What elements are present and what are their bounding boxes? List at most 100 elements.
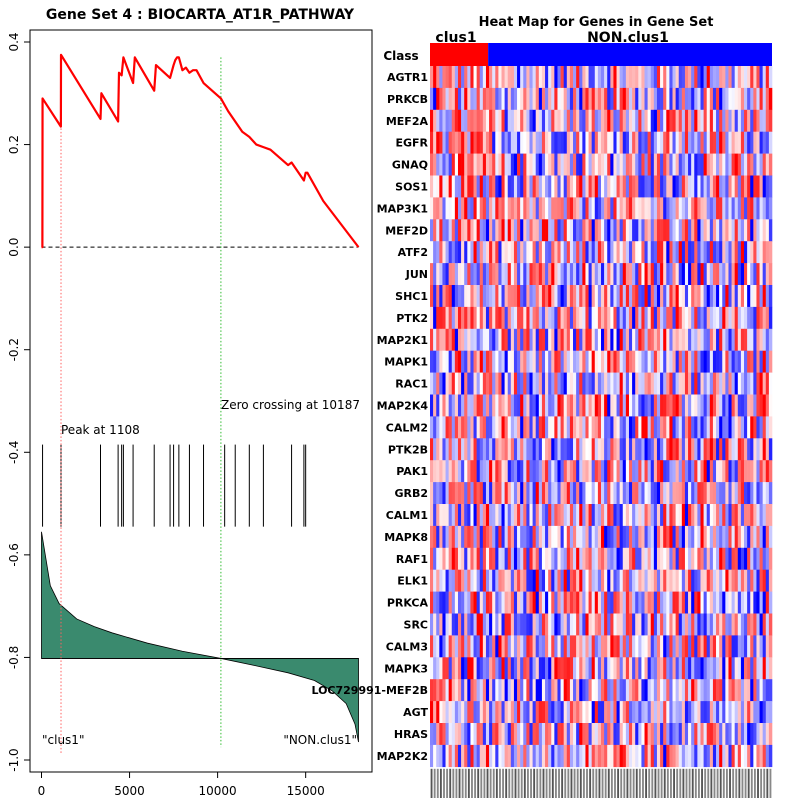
heatmap-cell: [681, 153, 686, 176]
heatmap-cell: [709, 416, 714, 439]
heatmap-cell: [504, 723, 509, 746]
heatmap-cell: [579, 701, 583, 724]
heatmap-cell: [744, 460, 748, 483]
heatmap-cell: [557, 613, 561, 636]
heatmap-cell: [569, 350, 574, 373]
heatmap-cell: [691, 306, 695, 330]
heatmap-cell: [433, 153, 437, 176]
heatmap-cell: [619, 482, 624, 505]
heatmap-cell: [684, 394, 689, 417]
heatmap-cell: [439, 613, 443, 636]
heatmap-cell: [520, 504, 524, 527]
heatmap-cell: [523, 87, 527, 111]
heatmap-cell: [566, 66, 571, 89]
heatmap-cell: [759, 197, 763, 220]
heatmap-cell: [535, 372, 540, 395]
heatmap-cell: [545, 460, 549, 483]
heatmap-cell: [688, 657, 692, 680]
heatmap-cell: [594, 701, 599, 724]
heatmap-cell: [492, 394, 496, 417]
heatmap-cell: [722, 219, 726, 242]
heatmap-cell: [576, 482, 580, 505]
heatmap-cell: [756, 263, 760, 286]
heatmap-cell: [744, 591, 748, 614]
heatmap-cell: [566, 416, 571, 439]
heatmap-cell: [641, 394, 645, 417]
heatmap-cell: [675, 66, 680, 89]
heatmap-cell: [579, 131, 583, 154]
heatmap-cell: [560, 131, 564, 154]
heatmap-cell: [681, 569, 686, 592]
heatmap-cell: [641, 416, 645, 439]
heatmap-cell: [573, 416, 577, 439]
heatmap-cell: [526, 591, 530, 614]
heatmap-cell: [660, 153, 664, 176]
heatmap-cell: [756, 679, 760, 702]
heatmap-cell: [560, 547, 564, 570]
heatmap-cell: [545, 744, 549, 768]
heatmap-cell: [585, 285, 589, 308]
heatmap-cell: [532, 219, 537, 242]
heatmap-cell: [560, 460, 564, 483]
heatmap-cell: [451, 679, 456, 702]
heatmap-cell: [560, 482, 564, 505]
heatmap-cell: [644, 66, 648, 89]
heatmap-cell: [479, 438, 484, 461]
heatmap-cell: [622, 482, 627, 505]
heatmap-cell: [672, 372, 676, 395]
heatmap-cell: [678, 109, 683, 132]
heatmap-cell: [675, 372, 680, 395]
heatmap-cell: [485, 547, 490, 570]
heatmap-cell: [750, 438, 754, 461]
heatmap-cell: [517, 547, 521, 570]
heatmap-cell: [433, 263, 437, 286]
heatmap-cell: [635, 66, 639, 89]
heatmap-cell: [635, 591, 639, 614]
heatmap-cell: [700, 635, 704, 658]
heatmap-cell: [635, 438, 639, 461]
heatmap-cell: [492, 438, 496, 461]
heatmap-cell: [597, 723, 602, 746]
heatmap-cell: [523, 613, 527, 636]
heatmap-cell: [750, 504, 754, 527]
heatmap-cell: [700, 66, 704, 89]
heatmap-cell: [485, 263, 490, 286]
heatmap-cell: [445, 657, 449, 680]
heatmap-cell: [706, 109, 711, 132]
heatmap-cell: [529, 153, 533, 176]
heatmap-cell: [445, 744, 449, 768]
heatmap-cell: [709, 438, 714, 461]
sample-label-mark: [648, 768, 651, 798]
class-bar-clus1: [430, 43, 489, 66]
heatmap-cell: [482, 613, 487, 636]
heatmap-cell: [681, 197, 686, 220]
heatmap-cell: [517, 569, 521, 592]
heatmap-cell: [473, 482, 477, 505]
heatmap-cell: [644, 416, 648, 439]
heatmap-cell: [582, 175, 586, 198]
heatmap-cell: [663, 285, 667, 308]
sample-label-mark: [464, 768, 467, 798]
heatmap-cell: [538, 744, 543, 768]
heatmap-cell: [485, 416, 490, 439]
heatmap-cell: [663, 66, 667, 89]
heatmap-cell: [753, 460, 757, 483]
heatmap-cell: [588, 657, 592, 680]
heatmap-cell: [513, 263, 518, 286]
heatmap-cell: [573, 482, 577, 505]
heatmap-cell: [501, 263, 505, 286]
heatmap-cell: [706, 460, 711, 483]
heatmap-cell: [610, 131, 614, 154]
heatmap-cell: [541, 131, 546, 154]
heatmap-cell: [482, 285, 487, 308]
heatmap-cell: [616, 66, 620, 89]
heatmap-cell: [554, 547, 558, 570]
heatmap-cell: [712, 438, 717, 461]
heatmap-cell: [573, 175, 577, 198]
heatmap-cell: [588, 306, 592, 330]
heatmap-cell: [737, 591, 742, 614]
heatmap-cell: [576, 723, 580, 746]
heatmap-cell: [762, 701, 767, 724]
heatmap-cell: [675, 635, 680, 658]
heatmap-cell: [744, 131, 748, 154]
